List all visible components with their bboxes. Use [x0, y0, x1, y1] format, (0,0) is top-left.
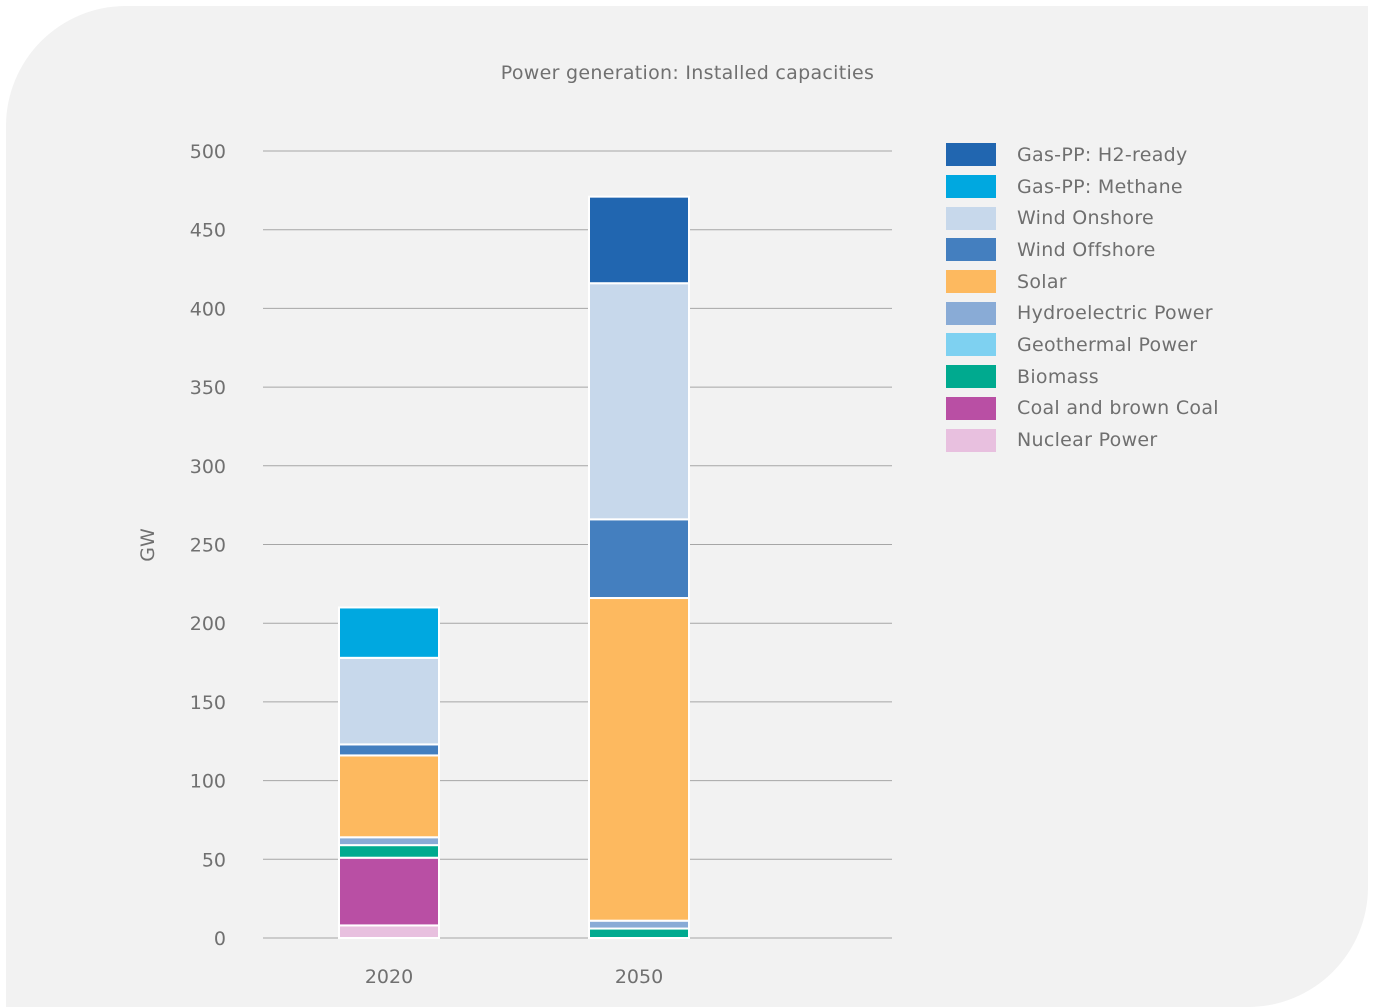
legend-swatch: [946, 270, 996, 294]
y-tick-label: 200: [190, 613, 226, 635]
legend-item: Gas-PP: H2-ready: [946, 139, 1219, 171]
x-tick-label: 2050: [615, 966, 663, 988]
bar-segment: [588, 927, 690, 940]
y-tick-label: 50: [202, 849, 226, 871]
x-tick-labels: 2020 2050: [365, 966, 663, 988]
legend-swatch: [946, 428, 996, 452]
y-tick-label: 400: [190, 298, 226, 320]
legend-item: Hydroelectric Power: [946, 297, 1219, 329]
legend-label: Gas-PP: H2-ready: [1017, 143, 1188, 166]
y-tick-label: 0: [214, 928, 226, 950]
bar-segment: [338, 743, 440, 757]
legend-swatch: [946, 175, 996, 199]
bar-segment: [588, 518, 690, 600]
legend-label: Wind Offshore: [1017, 238, 1156, 261]
legend-swatch: [946, 301, 996, 325]
bar-segment: [338, 754, 440, 839]
legend-item: Coal and brown Coal: [946, 393, 1219, 425]
legend-item: Gas-PP: Methane: [946, 171, 1219, 203]
grid-lines: [263, 150, 892, 939]
bar-segment: [588, 195, 690, 285]
chart-title: Power generation: Installed capacities: [500, 62, 875, 84]
legend: Gas-PP: H2-ready Gas-PP: Methane Wind Onsh…: [946, 139, 1219, 456]
legend-label: Wind Onshore: [1017, 207, 1155, 230]
bar-segment: [338, 856, 440, 927]
bar-segment: [588, 282, 690, 521]
bar-segment: [338, 844, 440, 859]
legend-swatch: [946, 396, 996, 420]
legend-swatch: [946, 365, 996, 389]
x-tick-label: 2020: [365, 966, 413, 988]
y-tick-label: 500: [190, 141, 226, 163]
legend-swatch: [946, 143, 996, 167]
legend-item: Nuclear Power: [946, 424, 1219, 456]
bar-segment: [338, 606, 440, 659]
legend-label: Gas-PP: Methane: [1017, 175, 1183, 198]
bar-segment: [588, 919, 690, 930]
legend-label: Geothermal Power: [1017, 333, 1198, 356]
legend-item: Wind Offshore: [946, 234, 1219, 266]
legend-item: Wind Onshore: [946, 202, 1219, 234]
y-axis-label: GW: [137, 528, 159, 562]
bar-segment: [588, 597, 690, 922]
y-tick-labels: 0 50 100 150 200 250 300 350 400 450 500: [190, 141, 226, 950]
legend-label: Coal and brown Coal: [1017, 397, 1219, 420]
legend-item: Solar: [946, 266, 1219, 298]
legend-swatch: [946, 238, 996, 262]
bar-segment: [338, 924, 440, 940]
y-tick-label: 250: [190, 535, 226, 557]
legend-label: Biomass: [1017, 365, 1099, 388]
y-tick-label: 450: [190, 220, 226, 242]
legend-label: Solar: [1017, 270, 1067, 293]
y-tick-label: 350: [190, 377, 226, 399]
y-tick-label: 150: [190, 692, 226, 714]
y-tick-label: 100: [190, 771, 226, 793]
y-tick-label: 300: [190, 456, 226, 478]
bar-segment: [338, 836, 440, 847]
legend-label: Hydroelectric Power: [1017, 302, 1213, 325]
bar-segment: [338, 656, 440, 746]
legend-label: Nuclear Power: [1017, 429, 1158, 452]
legend-item: Biomass: [946, 361, 1219, 393]
bar-stacks: [338, 195, 690, 940]
legend-swatch: [946, 206, 996, 230]
legend-swatch: [946, 333, 996, 357]
legend-item: Geothermal Power: [946, 329, 1219, 361]
